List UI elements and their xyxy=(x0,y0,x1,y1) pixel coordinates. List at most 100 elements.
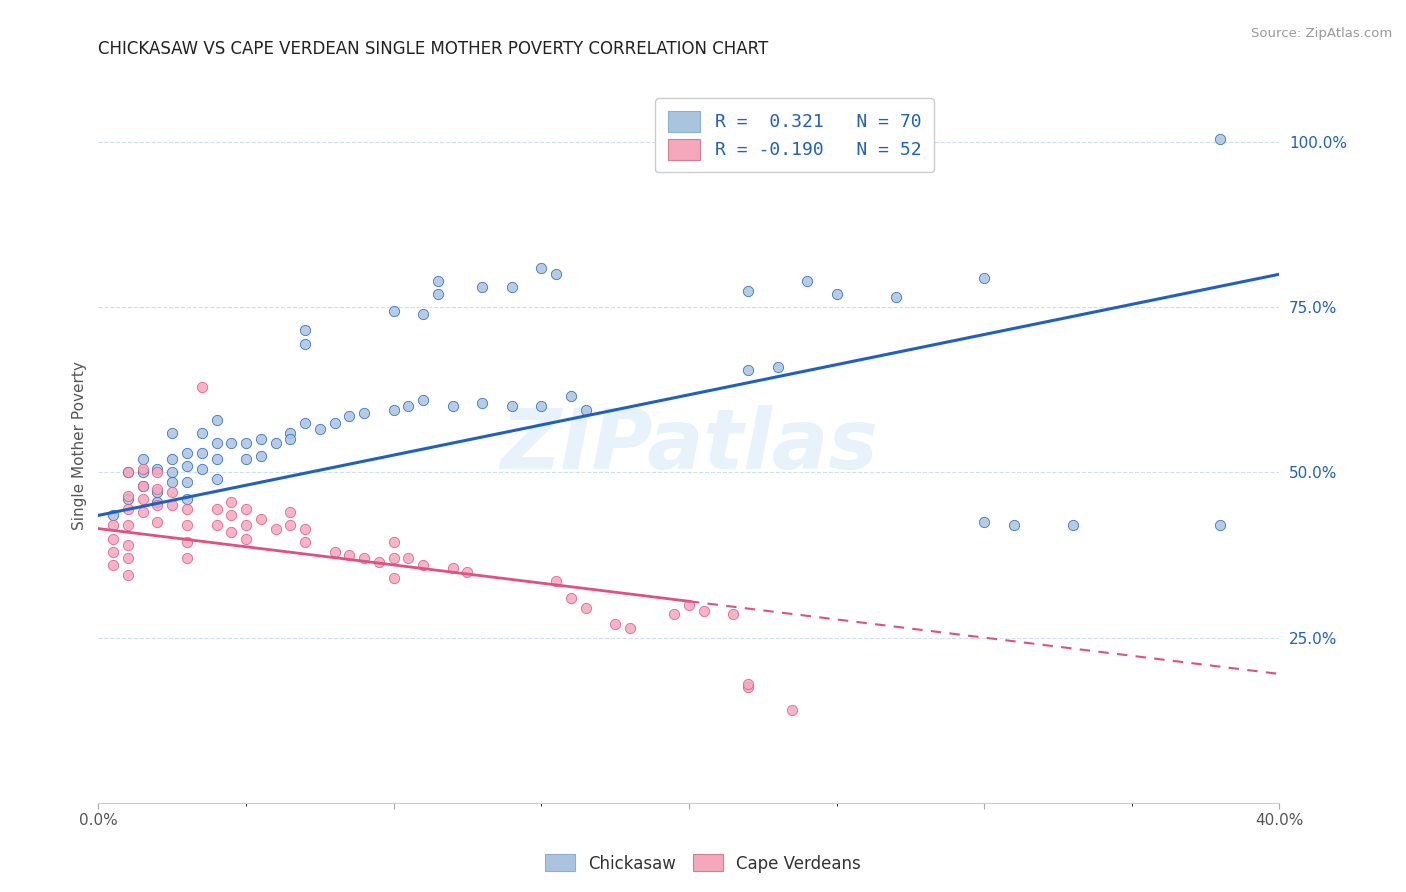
Point xyxy=(235,435,257,450)
Point xyxy=(117,567,139,582)
Point xyxy=(250,449,273,463)
Point xyxy=(132,505,155,519)
Point xyxy=(117,538,139,552)
Point xyxy=(323,545,346,559)
Point xyxy=(103,558,125,572)
Point xyxy=(737,284,759,298)
Point xyxy=(146,499,169,513)
Point xyxy=(501,280,523,294)
Point xyxy=(205,435,228,450)
Point xyxy=(619,621,641,635)
Point xyxy=(441,561,464,575)
Point xyxy=(132,452,155,467)
Point xyxy=(250,511,273,525)
Point xyxy=(176,491,198,506)
Point xyxy=(146,482,169,496)
Point xyxy=(560,591,582,605)
Point xyxy=(973,515,995,529)
Point xyxy=(884,290,907,304)
Point xyxy=(294,336,316,351)
Point xyxy=(219,495,242,509)
Point xyxy=(574,600,596,615)
Point xyxy=(737,363,759,377)
Point xyxy=(132,491,155,506)
Point xyxy=(176,445,198,459)
Point xyxy=(176,458,198,473)
Point xyxy=(235,518,257,533)
Point xyxy=(353,551,375,566)
Point xyxy=(412,307,434,321)
Point xyxy=(546,267,568,281)
Point xyxy=(1062,518,1084,533)
Point xyxy=(605,617,627,632)
Point xyxy=(396,400,419,414)
Point xyxy=(117,466,139,480)
Point xyxy=(162,475,183,490)
Point xyxy=(973,270,995,285)
Point xyxy=(441,400,464,414)
Point xyxy=(368,555,391,569)
Point xyxy=(382,571,405,585)
Point xyxy=(205,412,228,426)
Point xyxy=(235,452,257,467)
Point xyxy=(766,359,789,374)
Point xyxy=(560,389,582,403)
Point xyxy=(103,532,125,546)
Point xyxy=(219,508,242,523)
Point xyxy=(412,392,434,407)
Point xyxy=(146,462,169,476)
Point xyxy=(737,680,759,694)
Point xyxy=(219,524,242,539)
Point xyxy=(278,425,302,440)
Point xyxy=(103,508,125,523)
Text: CHICKASAW VS CAPE VERDEAN SINGLE MOTHER POVERTY CORRELATION CHART: CHICKASAW VS CAPE VERDEAN SINGLE MOTHER … xyxy=(98,40,769,58)
Point xyxy=(162,499,183,513)
Point xyxy=(264,435,287,450)
Point xyxy=(278,518,302,533)
Point xyxy=(456,565,478,579)
Point xyxy=(723,607,745,622)
Point xyxy=(825,287,848,301)
Point xyxy=(530,400,553,414)
Point xyxy=(219,435,242,450)
Point xyxy=(132,478,155,492)
Point xyxy=(796,274,818,288)
Point xyxy=(471,396,494,410)
Legend: Chickasaw, Cape Verdeans: Chickasaw, Cape Verdeans xyxy=(538,847,868,880)
Point xyxy=(132,478,155,492)
Point xyxy=(546,574,568,589)
Point xyxy=(162,485,183,500)
Point xyxy=(176,501,198,516)
Point xyxy=(294,534,316,549)
Point xyxy=(382,534,405,549)
Point xyxy=(146,515,169,529)
Point xyxy=(146,495,169,509)
Point xyxy=(1209,132,1232,146)
Point xyxy=(353,406,375,420)
Point xyxy=(427,274,450,288)
Point xyxy=(117,551,139,566)
Point xyxy=(250,433,273,447)
Point xyxy=(132,466,155,480)
Point xyxy=(382,402,405,417)
Point xyxy=(664,607,686,622)
Point xyxy=(294,522,316,536)
Point xyxy=(103,545,125,559)
Point xyxy=(294,416,316,430)
Point xyxy=(176,534,198,549)
Y-axis label: Single Mother Poverty: Single Mother Poverty xyxy=(72,361,87,531)
Point xyxy=(382,303,405,318)
Text: ZIPatlas: ZIPatlas xyxy=(501,406,877,486)
Point xyxy=(103,518,125,533)
Point xyxy=(309,422,332,436)
Point xyxy=(471,280,494,294)
Point xyxy=(205,452,228,467)
Point xyxy=(162,425,183,440)
Point xyxy=(412,558,434,572)
Point xyxy=(574,402,596,417)
Point xyxy=(530,260,553,275)
Point xyxy=(191,462,214,476)
Point xyxy=(235,532,257,546)
Point xyxy=(117,501,139,516)
Point xyxy=(146,485,169,500)
